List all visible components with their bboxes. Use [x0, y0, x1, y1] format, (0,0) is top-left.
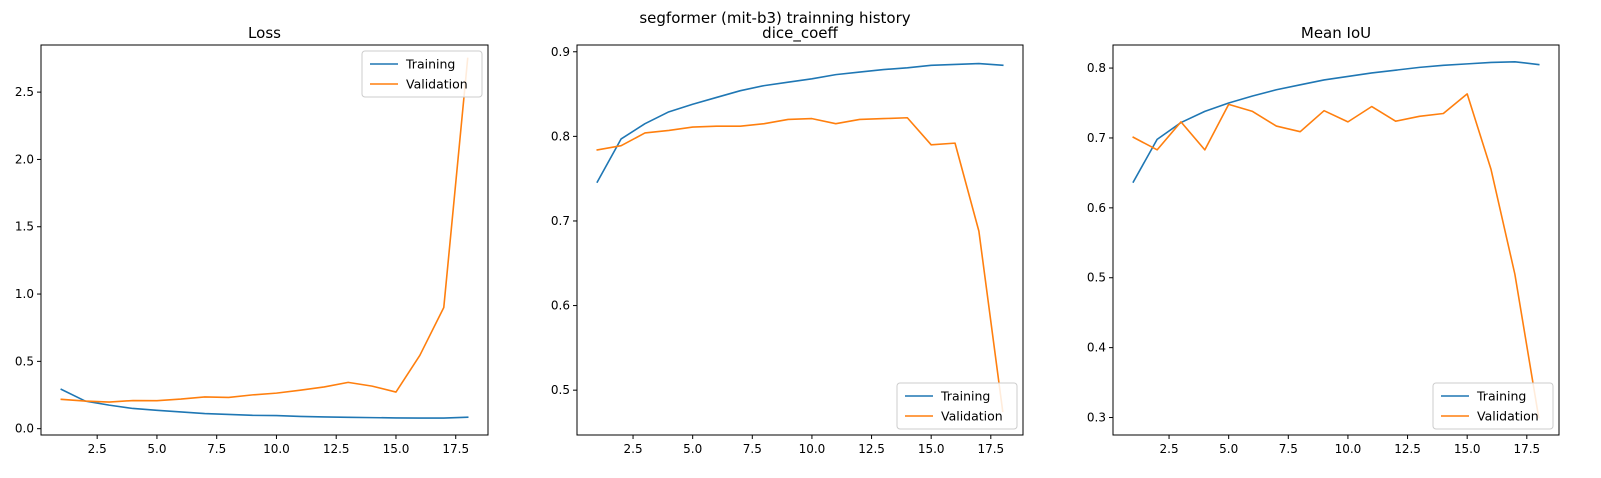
x-tick-label: 5.0 [683, 442, 702, 456]
legend-label-training: Training [405, 57, 455, 72]
x-tick-label: 5.0 [147, 442, 166, 456]
y-tick-label: 0.6 [1087, 201, 1106, 215]
y-tick-label: 1.0 [15, 287, 34, 301]
y-tick-label: 2.5 [15, 85, 34, 99]
y-tick-label: 0.3 [1087, 411, 1106, 425]
x-tick-label: 5.0 [1219, 442, 1238, 456]
legend: Training Validation [1432, 382, 1554, 430]
figure-suptitle: segformer (mit-b3) trainning history [639, 9, 910, 27]
subplots-container: Loss 2.5 5.0 7.5 10.0 12.5 15.0 17.5 0.0 0.5 1.0 1.… [15, 24, 1560, 456]
x-tick-label: 12.5 [858, 442, 885, 456]
y-tick-label: 0.9 [551, 45, 570, 59]
series-line-training [60, 388, 469, 419]
x-tick-label: 17.5 [977, 442, 1004, 456]
y-tick-label: 0.7 [1087, 131, 1106, 145]
series-line-validation [596, 116, 1004, 413]
axes-frame [40, 44, 489, 436]
legend-box [1432, 382, 1554, 430]
legend-box [896, 382, 1018, 430]
x-tick-label: 12.5 [1394, 442, 1421, 456]
subplot-title: Loss [248, 24, 281, 42]
x-tick-label: 17.5 [1513, 442, 1540, 456]
series-line-training [1132, 60, 1540, 184]
x-tick-label: 10.0 [263, 442, 290, 456]
x-tick-label: 10.0 [1335, 442, 1362, 456]
x-tick-label: 15.0 [1454, 442, 1481, 456]
x-tick-label: 15.0 [918, 442, 945, 456]
legend-label-validation: Validation [406, 77, 468, 92]
series-line-validation [1132, 93, 1540, 419]
y-tick-label: 0.6 [551, 299, 570, 313]
axes-frame [1112, 44, 1560, 436]
x-tick-label: 12.5 [323, 442, 350, 456]
subplot-2: dice_coeff 2.5 5.0 7.5 10.0 12.5 15.0 17.5 0.5 0.… [551, 24, 1024, 456]
y-tick-label: 0.0 [15, 422, 34, 436]
y-tick-label: 0.5 [1087, 271, 1106, 285]
x-tick-label: 15.0 [383, 442, 410, 456]
subplot-1: Loss 2.5 5.0 7.5 10.0 12.5 15.0 17.5 0.0 0.5 1.0 1.… [15, 24, 489, 456]
legend-box [361, 50, 483, 98]
x-tick-label: 7.5 [207, 442, 226, 456]
y-tick-label: 2.0 [15, 152, 34, 166]
x-tick-label: 7.5 [1279, 442, 1298, 456]
x-tick-label: 7.5 [743, 442, 762, 456]
x-tick-label: 10.0 [799, 442, 826, 456]
x-tick-label: 2.5 [1160, 442, 1179, 456]
subplot-title: Mean IoU [1301, 24, 1371, 42]
legend: Training Validation [361, 50, 483, 98]
y-tick-label: 0.5 [15, 354, 34, 368]
series-line-validation [60, 57, 469, 403]
y-tick-label: 1.5 [15, 220, 34, 234]
legend-label-training: Training [940, 389, 990, 404]
x-tick-label: 2.5 [88, 442, 107, 456]
legend-label-validation: Validation [1477, 409, 1539, 424]
y-tick-label: 0.5 [551, 383, 570, 397]
subplot-title: dice_coeff [762, 24, 838, 43]
x-tick-label: 17.5 [442, 442, 469, 456]
legend-label-training: Training [1476, 389, 1526, 404]
y-tick-label: 0.4 [1087, 341, 1106, 355]
y-tick-label: 0.8 [551, 129, 570, 143]
series-line-training [596, 62, 1004, 184]
subplot-3: Mean IoU 2.5 5.0 7.5 10.0 12.5 15.0 17.5 0.3 0.4 0… [1087, 24, 1560, 456]
legend-label-validation: Validation [941, 409, 1003, 424]
legend: Training Validation [896, 382, 1018, 430]
y-tick-label: 0.8 [1087, 61, 1106, 75]
y-tick-label: 0.7 [551, 214, 570, 228]
x-tick-label: 2.5 [624, 442, 643, 456]
axes-frame [576, 44, 1024, 436]
